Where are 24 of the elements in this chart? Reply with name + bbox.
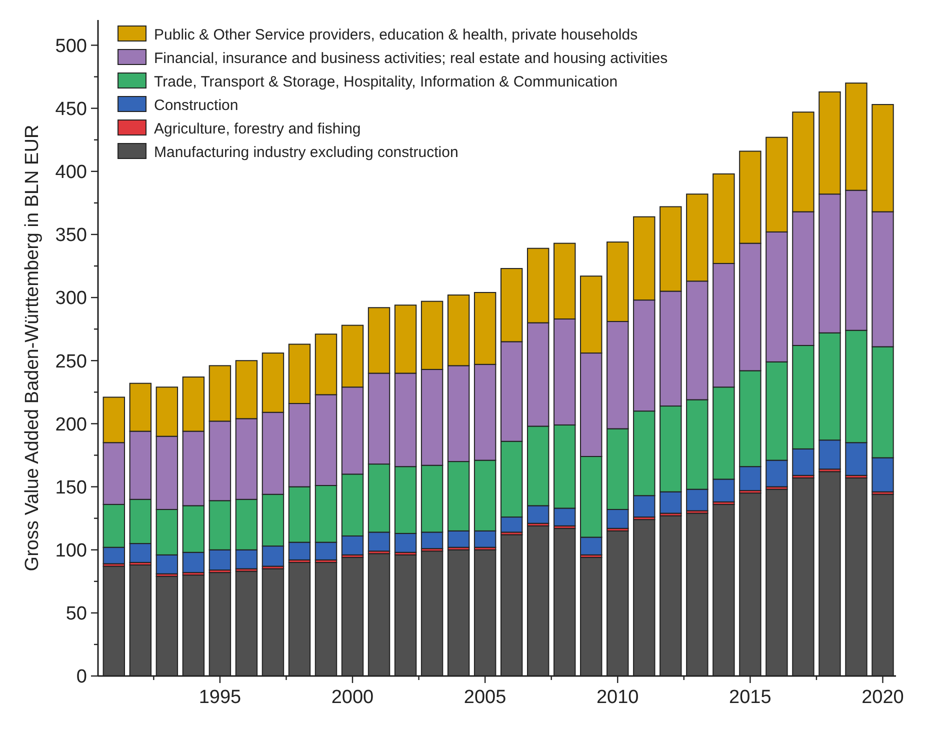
y-tick-label: 300 [55,288,87,310]
y-tick-label: 50 [66,604,87,625]
y-tick-label: 250 [55,351,87,372]
x-tick-label: 2000 [331,687,374,708]
legend-label: Financial, insurance and business activities; real estate and housing activities [154,50,668,67]
legend-label: Manufacturing industry excluding construction [154,144,458,161]
x-tick-label: 2015 [729,687,772,708]
x-tick-label: 2010 [596,687,639,708]
y-tick-label: 450 [55,98,87,120]
y-tick-label: 500 [55,36,87,57]
y-axis-title: Gross Value Added Baden-Württemberg in BLN EUR [22,124,43,572]
x-tick-label: 2005 [464,687,506,708]
y-tick-label: 150 [55,477,87,498]
legend-label: Agriculture, forestry and fishing [154,120,361,138]
y-tick-label: 200 [55,414,87,436]
y-tick-label: 100 [55,540,87,562]
legend-label: Construction [154,96,238,114]
y-tick-label: 0 [76,666,87,688]
x-tick-label: 1995 [198,687,242,708]
y-tick-label: 400 [55,162,87,184]
x-tick-label: 2020 [862,687,904,708]
legend-label: Trade, Transport & Storage, Hospitality, Information & Communication [154,73,618,90]
y-tick-label: 350 [55,225,87,246]
legend-label: Public & Other Service providers, education & health, private households [154,26,638,44]
